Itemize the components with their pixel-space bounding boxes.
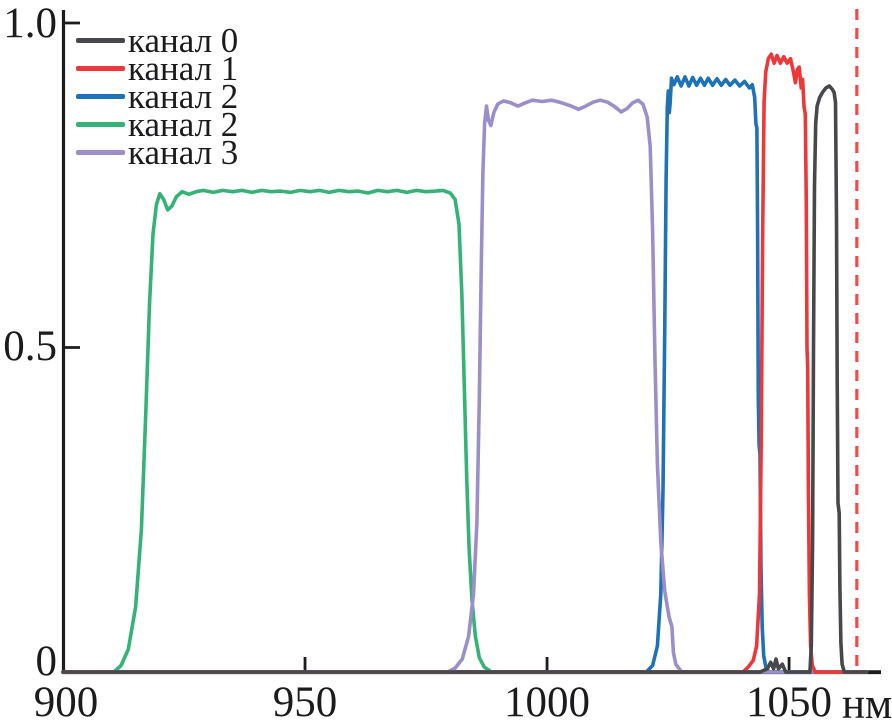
legend-item-channel-0: канал 0 <box>76 23 238 58</box>
legend: канал 0 канал 1 канал 2 канал 2 канал 3 <box>76 23 238 170</box>
legend-label: канал 0 <box>128 20 239 60</box>
legend-label: канал 3 <box>128 132 239 172</box>
legend-label: канал 1 <box>128 48 239 88</box>
legend-item-channel-2-blue: канал 2 <box>76 79 238 114</box>
x-tick-label-950: 950 <box>272 679 338 726</box>
y-tick-label-1-0: 1.0 <box>3 0 57 47</box>
x-tick-label-1000: 1000 <box>504 679 590 726</box>
legend-item-channel-3: канал 3 <box>76 135 238 170</box>
legend-label: канал 2 <box>128 76 239 116</box>
legend-label: канал 2 <box>128 104 239 144</box>
y-tick-label-0: 0 <box>35 638 58 685</box>
y-tick-label-0-5: 0.5 <box>3 323 57 370</box>
legend-line-swatch-red <box>76 65 125 71</box>
x-tick-label-900: 900 <box>33 679 99 726</box>
legend-line-swatch-green <box>76 121 125 127</box>
legend-item-channel-2-green: канал 2 <box>76 107 238 142</box>
x-axis-unit-label: нм <box>842 681 892 726</box>
legend-line-swatch-blue <box>76 93 125 99</box>
legend-line-swatch-black <box>76 37 125 43</box>
legend-item-channel-1: канал 1 <box>76 51 238 86</box>
legend-line-swatch-purple <box>76 149 125 155</box>
x-tick-label-1050: 1050 <box>746 679 832 726</box>
